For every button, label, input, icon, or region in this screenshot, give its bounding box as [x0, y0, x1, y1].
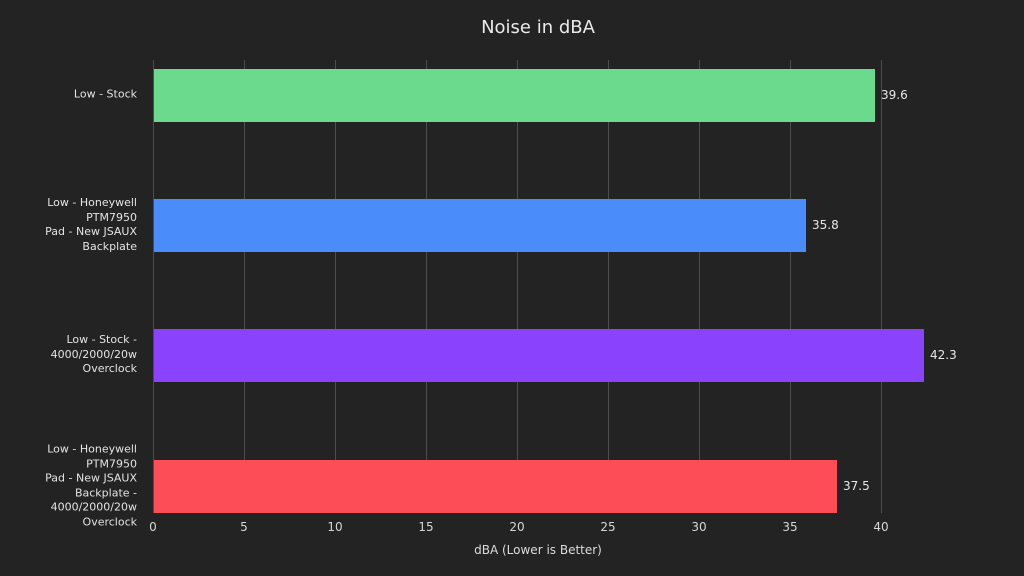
gridline-x-10 — [335, 60, 336, 513]
category-label-3: Low - Honeywell PTM7950 Pad - New JSAUX … — [45, 442, 137, 529]
chart-title: Noise in dBA — [481, 17, 595, 38]
bar-2 — [154, 328, 924, 382]
x-tick-label-15: 15 — [418, 520, 434, 534]
bar-value-label-1: 35.8 — [812, 218, 839, 232]
bar-value-label-2: 42.3 — [930, 348, 957, 362]
x-tick-label-20: 20 — [509, 520, 525, 534]
bar-3 — [154, 459, 837, 513]
bar-value-label-3: 37.5 — [843, 479, 870, 493]
gridline-x-25 — [608, 60, 609, 513]
x-tick-label-5: 5 — [240, 520, 248, 534]
gridline-x-30 — [699, 60, 700, 513]
plot-area: 39.6 35.8 42.3 37.5 — [153, 60, 957, 515]
bar-value-label-0: 39.6 — [881, 88, 908, 102]
x-axis-tick-labels: 0 5 10 15 20 25 30 35 40 — [149, 515, 923, 537]
x-tick-label-40: 40 — [873, 520, 889, 534]
gridline-x-5 — [244, 60, 245, 513]
x-tick-label-30: 30 — [691, 520, 707, 534]
gridline-x-15 — [426, 60, 427, 513]
gridline-x-35 — [790, 60, 791, 513]
x-tick-label-25: 25 — [600, 520, 616, 534]
bar-0 — [154, 68, 875, 122]
x-tick-label-10: 10 — [327, 520, 343, 534]
gridline-x-0 — [153, 60, 154, 513]
x-tick-label-0: 0 — [149, 520, 157, 534]
gridline-x-40 — [881, 60, 882, 513]
category-label-1: Low - Honeywell PTM7950 Pad - New JSAUX … — [45, 195, 137, 253]
category-label-2: Low - Stock - 4000/2000/20w Overclock — [50, 333, 137, 376]
x-tick-label-35: 35 — [782, 520, 798, 534]
bar-1 — [154, 198, 806, 252]
category-axis-labels: Low - Stock Low - Honeywell PTM7950 Pad -… — [0, 60, 145, 528]
category-label-0: Low - Stock — [73, 87, 137, 101]
gridline-x-20 — [517, 60, 518, 513]
x-axis-label: dBA (Lower is Better) — [474, 543, 602, 557]
